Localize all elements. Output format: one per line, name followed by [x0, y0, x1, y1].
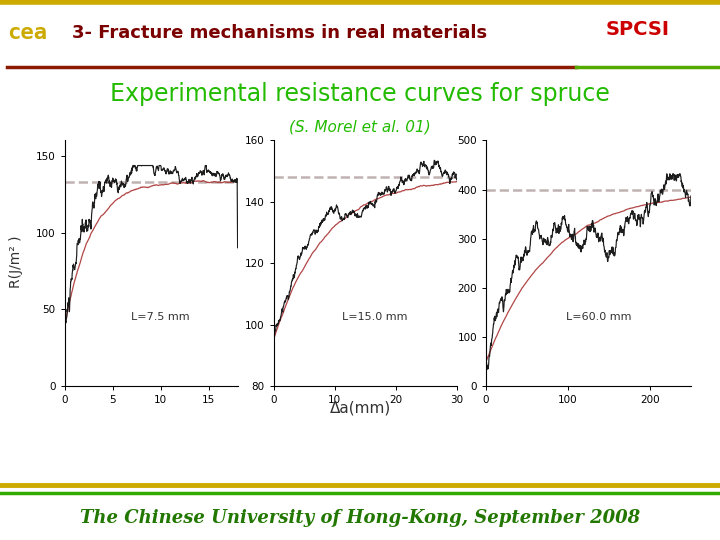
Text: Δa(mm): Δa(mm): [329, 400, 391, 415]
Text: L=7.5 mm: L=7.5 mm: [130, 312, 189, 322]
Text: L=60.0 mm: L=60.0 mm: [566, 312, 631, 322]
Text: SPCSI: SPCSI: [606, 19, 670, 39]
Text: The Chinese University of Hong-Kong, September 2008: The Chinese University of Hong-Kong, Sep…: [80, 509, 640, 527]
Text: L=15.0 mm: L=15.0 mm: [342, 312, 408, 322]
Text: (S. Morel et al. 01): (S. Morel et al. 01): [289, 119, 431, 134]
Text: cea: cea: [7, 23, 48, 43]
Text: R(J/m² ): R(J/m² ): [9, 235, 23, 288]
Text: Experimental resistance curves for spruce: Experimental resistance curves for spruc…: [110, 83, 610, 106]
Text: 3- Fracture mechanisms in real materials: 3- Fracture mechanisms in real materials: [72, 24, 487, 42]
